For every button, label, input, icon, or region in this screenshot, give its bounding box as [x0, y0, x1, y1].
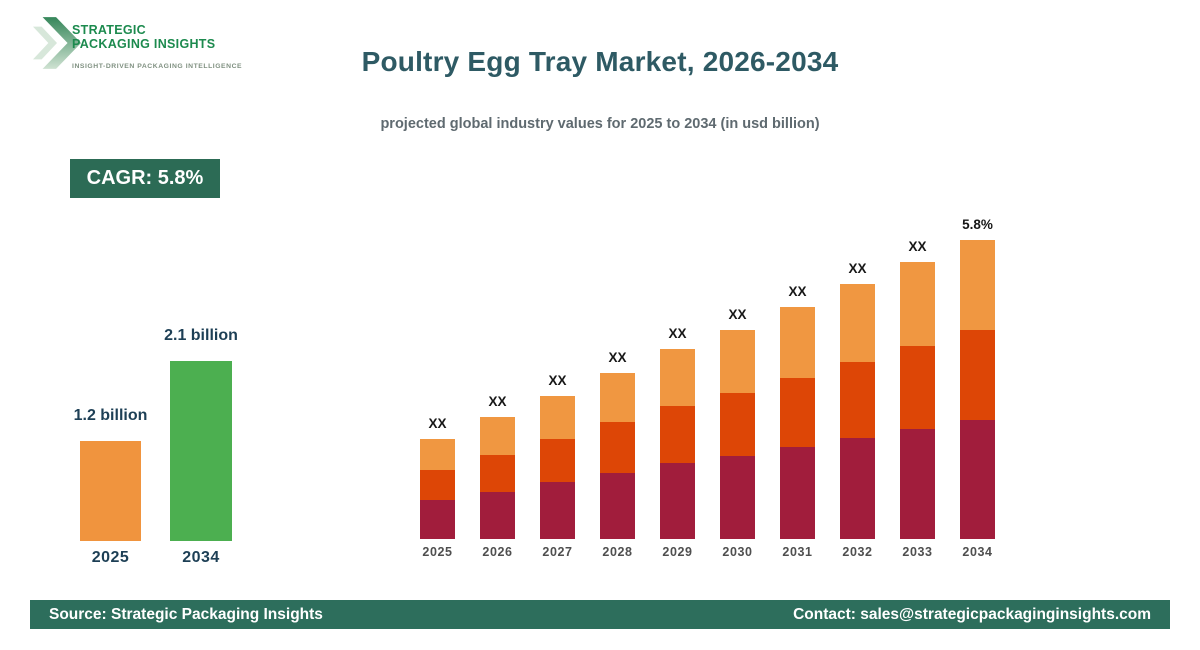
bar-label-2029: XX [668, 326, 687, 341]
mini-bar-2025 [80, 441, 141, 541]
stack-segment-middle-2026 [480, 455, 515, 492]
footer-contact: Contact: sales@strategicpackaginginsight… [793, 605, 1151, 623]
bar-label-2026: XX [488, 394, 507, 409]
axis-label-2025: 2025 [422, 545, 453, 559]
axis-label-2032: 2032 [842, 545, 873, 559]
footer-source: Source: Strategic Packaging Insights [49, 605, 323, 623]
stack-segment-top-2025 [420, 439, 455, 470]
stack-segment-bottom-2029 [660, 463, 695, 539]
stack-segment-middle-2033 [900, 346, 935, 429]
stack-segment-bottom-2032 [840, 438, 875, 539]
stack-segment-bottom-2027 [540, 482, 575, 539]
stack-segment-bottom-2025 [420, 500, 455, 539]
stack-segment-bottom-2033 [900, 429, 935, 539]
bar-label-2032: XX [848, 261, 867, 276]
stack-segment-middle-2028 [600, 422, 635, 473]
mini-value-label-2034: 2.1 billion [164, 327, 238, 344]
stack-segment-top-2030 [720, 330, 755, 393]
stack-segment-middle-2030 [720, 393, 755, 456]
logo-line2: PACKAGING INSIGHTS [72, 37, 216, 52]
mini-axis-label-2034: 2034 [182, 549, 220, 566]
stack-segment-top-2027 [540, 396, 575, 439]
stack-segment-top-2029 [660, 349, 695, 406]
stack-segment-top-2033 [900, 262, 935, 346]
mini-value-label-2025: 1.2 billion [73, 407, 148, 424]
logo-tagline: INSIGHT-DRIVEN PACKAGING INTELLIGENCE [72, 62, 243, 70]
page-title: Poultry Egg Tray Market, 2026-2034 [361, 46, 839, 77]
stack-segment-bottom-2034 [960, 420, 995, 539]
logo-line1: STRATEGIC [72, 23, 146, 37]
stack-segment-top-2031 [780, 307, 815, 378]
axis-label-2034: 2034 [962, 545, 993, 559]
stack-segment-middle-2034 [960, 330, 995, 420]
bar-label-2033: XX [908, 239, 927, 254]
footer-bar: Source: Strategic Packaging Insights Con… [30, 600, 1170, 629]
axis-label-2029: 2029 [662, 545, 693, 559]
cagr-badge: CAGR: 5.8% [70, 159, 220, 198]
stack-segment-top-2034 [960, 240, 995, 330]
mini-axis-label-2025: 2025 [91, 549, 130, 566]
bar-label-2028: XX [608, 350, 627, 365]
page-subtitle: projected global industry values for 202… [380, 116, 820, 132]
bar-label-2030: XX [728, 307, 747, 322]
stack-segment-top-2032 [840, 284, 875, 362]
stack-segment-middle-2032 [840, 362, 875, 438]
logo-text: STRATEGIC PACKAGING INSIGHTS INSIGHT-DRI… [72, 23, 242, 70]
axis-label-2030: 2030 [722, 545, 753, 559]
stack-segment-top-2028 [600, 373, 635, 422]
mini-bar-2034 [170, 361, 232, 541]
axis-label-2028: 2028 [602, 545, 633, 559]
stack-segment-middle-2025 [420, 470, 455, 500]
axis-label-2033: 2033 [902, 545, 933, 559]
stack-segment-bottom-2031 [780, 447, 815, 539]
bar-label-2031: XX [788, 284, 807, 299]
axis-label-2026: 2026 [482, 545, 513, 559]
axis-label-2027: 2027 [542, 545, 573, 559]
stack-segment-middle-2029 [660, 406, 695, 463]
bar-label-2025: XX [428, 416, 447, 431]
stack-segment-middle-2031 [780, 378, 815, 447]
stack-segment-bottom-2028 [600, 473, 635, 539]
stack-segment-bottom-2026 [480, 492, 515, 539]
axis-label-2031: 2031 [782, 545, 813, 559]
stack-segment-bottom-2030 [720, 456, 755, 539]
stack-segment-top-2026 [480, 417, 515, 455]
logo-chevron-icon [33, 17, 81, 69]
bar-label-2034: 5.8% [962, 217, 993, 232]
stack-segment-middle-2027 [540, 439, 575, 482]
bar-label-2027: XX [548, 373, 567, 388]
